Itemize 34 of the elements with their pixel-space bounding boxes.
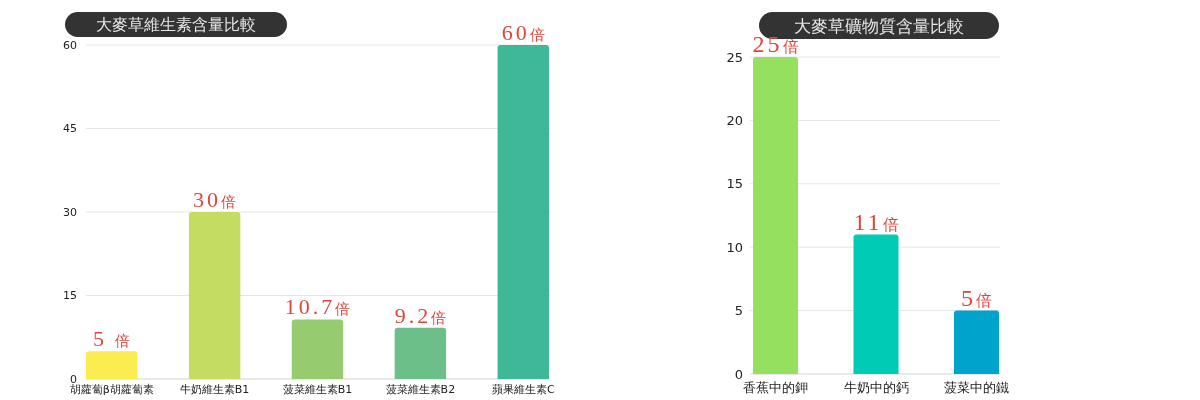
y-tick-label: 0 [734, 366, 743, 382]
chart-title: 大麥草維生素含量比較 [96, 15, 256, 35]
bar [86, 351, 138, 379]
chart-title: 大麥草礦物質含量比較 [794, 15, 964, 36]
bar [753, 57, 799, 374]
data-label: 30倍 [193, 187, 237, 212]
x-tick-label: 香蕉中的鉀 [743, 380, 809, 395]
bar [291, 319, 344, 379]
bar [853, 234, 899, 374]
y-tick-label: 45 [63, 122, 77, 136]
data-label: 5倍 [960, 284, 992, 311]
y-tick-label: 5 [734, 303, 743, 319]
data-label: 9.2倍 [394, 302, 447, 328]
bar [394, 327, 447, 379]
bar [953, 310, 999, 374]
x-tick-label: 菠菜維生素B1 [282, 383, 353, 396]
y-tick-label: 60 [63, 38, 77, 52]
x-tick-label: 牛奶維生素B1 [179, 383, 250, 396]
x-tick-label: 蘋果維生素C [491, 383, 555, 396]
bar [188, 212, 241, 379]
y-tick-label: 10 [726, 239, 743, 255]
x-tick-label: 牛奶中的鈣 [843, 380, 909, 395]
data-label: 5 倍 [92, 326, 131, 352]
y-tick-label: 15 [726, 176, 743, 192]
data-label: 10.7倍 [284, 294, 351, 320]
y-tick-label: 15 [63, 289, 77, 303]
x-tick-label: 菠菜中的鐵 [943, 380, 1009, 395]
y-tick-label: 25 [726, 49, 743, 65]
y-tick-label: 30 [63, 205, 77, 219]
bar [497, 45, 549, 379]
x-tick-label: 胡蘿蔔β胡蘿蔔素 [69, 383, 154, 396]
x-tick-label: 菠菜維生素B2 [385, 383, 456, 396]
data-label: 60倍 [501, 20, 545, 45]
y-tick-label: 20 [726, 113, 743, 129]
